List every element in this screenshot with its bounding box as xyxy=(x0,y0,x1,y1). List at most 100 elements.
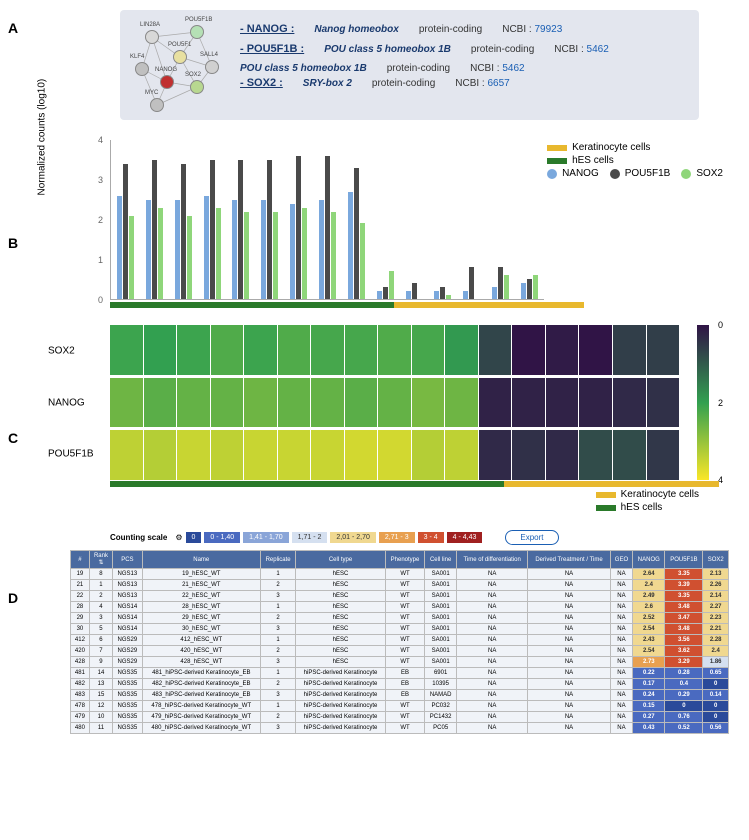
bar xyxy=(117,196,122,299)
table-row: 4289NGS29428_hESC_WT3hESCWTSA001NANANA2.… xyxy=(71,657,729,668)
node-sox2 xyxy=(190,80,204,94)
bar xyxy=(527,279,532,299)
bar xyxy=(204,196,209,299)
panel-d-table: Counting scale⚙00 - 1,401,41 - 1,701,71 … xyxy=(70,530,729,734)
table-row: 305NGS1430_hESC_WT3hESCWTSA001NANANA2.54… xyxy=(71,624,729,635)
node-lin28a xyxy=(145,30,159,44)
panel-a-label: A xyxy=(8,20,18,36)
panel-d-label: D xyxy=(8,590,18,606)
bar xyxy=(296,156,301,299)
bar xyxy=(129,216,134,299)
bar xyxy=(348,192,353,299)
table-row: 48114NGS35481_hiPSC-derived Keratinocyte… xyxy=(71,668,729,679)
col-header[interactable]: PCS xyxy=(113,551,143,569)
panel-b-label: B xyxy=(8,235,18,251)
col-header[interactable]: Name xyxy=(142,551,260,569)
table-row: 48213NGS35482_hiPSC-derived Keratinocyte… xyxy=(71,679,729,690)
bar xyxy=(412,283,417,299)
col-header[interactable]: Time of differentiation xyxy=(457,551,528,569)
bar xyxy=(521,283,526,299)
bar xyxy=(232,200,237,299)
col-header[interactable]: NANOG xyxy=(633,551,665,569)
bar xyxy=(216,208,221,299)
bar xyxy=(406,291,411,299)
heatmap-rows xyxy=(110,325,679,480)
scale-row: Counting scale⚙00 - 1,401,41 - 1,701,71 … xyxy=(110,530,729,545)
bar xyxy=(302,208,307,299)
table-row: 222NGS1322_hESC_WT3hESCWTSA001NANANA2.49… xyxy=(71,591,729,602)
legend-c: Keratinocyte cellshES cells xyxy=(596,487,699,515)
bar xyxy=(533,275,538,299)
bar xyxy=(446,295,451,299)
col-header[interactable]: Phenotype xyxy=(385,551,425,569)
bar xyxy=(290,204,295,299)
col-header[interactable]: SOX2 xyxy=(703,551,729,569)
ylabel-b: Normalized counts (log10) xyxy=(37,79,48,196)
table-row: 48011NGS35480_hiPSC-derived Keratinocyte… xyxy=(71,723,729,734)
node-sall4 xyxy=(205,60,219,74)
bar xyxy=(267,160,272,299)
bar xyxy=(181,164,186,299)
export-button[interactable]: Export xyxy=(505,530,558,545)
col-header[interactable]: Rank⇅ xyxy=(89,551,112,569)
node-pou5f1 xyxy=(173,50,187,64)
bar xyxy=(146,200,151,299)
table-row: 211NGS1321_hESC_WT2hESCWTSA001NANANA2.43… xyxy=(71,580,729,591)
bar xyxy=(360,223,365,299)
panel-c-label: C xyxy=(8,430,18,446)
col-header[interactable]: # xyxy=(71,551,90,569)
legend-b: Keratinocyte cellshES cellsNANOGPOU5F1BS… xyxy=(547,140,729,181)
table-row: 47812NGS35478_hiPSC-derived Keratinocyte… xyxy=(71,701,729,712)
panel-b-barchart: Normalized counts (log10) 01234 Keratino… xyxy=(90,130,729,320)
bar xyxy=(175,200,180,299)
bar xyxy=(440,287,445,299)
table-row: 293NGS1429_hESC_WT2hESCWTSA001NANANA2.52… xyxy=(71,613,729,624)
bar xyxy=(434,291,439,299)
node-klf4 xyxy=(135,62,149,76)
table-row: 4126NGS29412_hESC_WT1hESCWTSA001NANANA2.… xyxy=(71,635,729,646)
node-pou5f1b xyxy=(190,25,204,39)
table-row: 48315NGS35483_hiPSC-derived Keratinocyte… xyxy=(71,690,729,701)
table-row: 47910NGS35479_hiPSC-derived Keratinocyte… xyxy=(71,712,729,723)
table-row: 198NGS1319_hESC_WT1hESCWTSA001NANANA2.64… xyxy=(71,569,729,580)
bar xyxy=(504,275,509,299)
bar xyxy=(187,216,192,299)
bar xyxy=(469,267,474,299)
bar xyxy=(492,287,497,299)
col-header[interactable]: Cell type xyxy=(296,551,385,569)
node-nanog xyxy=(160,75,174,89)
col-header[interactable]: Replicate xyxy=(260,551,295,569)
bar xyxy=(244,212,249,299)
panel-c-heatmap: SOX2NANOGPOU5F1B 024 Keratinocyte cellsh… xyxy=(90,325,729,515)
node-myc xyxy=(150,98,164,112)
col-header[interactable]: GEO xyxy=(610,551,633,569)
gear-icon[interactable]: ⚙ xyxy=(175,533,182,542)
bar xyxy=(319,200,324,299)
bar xyxy=(498,267,503,299)
bar xyxy=(158,208,163,299)
bar xyxy=(463,291,468,299)
col-header[interactable]: Derived Treatment / Time xyxy=(528,551,610,569)
panel-a: LIN28APOU5F1BKLF4POU5F1NANOGSOX2SALL4MYC… xyxy=(120,10,699,120)
bar xyxy=(210,160,215,299)
bar xyxy=(152,160,157,299)
bar xyxy=(273,212,278,299)
colorbar: 024 xyxy=(697,325,709,480)
bar xyxy=(238,160,243,299)
bars-area xyxy=(110,140,544,300)
bar xyxy=(261,200,266,299)
bar xyxy=(389,271,394,299)
col-header[interactable]: POU5F1B xyxy=(665,551,703,569)
bar xyxy=(325,156,330,299)
data-table: #Rank⇅PCSNameReplicateCell typePhenotype… xyxy=(70,550,729,734)
bar xyxy=(123,164,128,299)
bar xyxy=(354,168,359,299)
table-row: 284NGS1428_hESC_WT1hESCWTSA001NANANA2.63… xyxy=(71,602,729,613)
bar xyxy=(383,287,388,299)
network-diagram: LIN28APOU5F1BKLF4POU5F1NANOGSOX2SALL4MYC xyxy=(135,20,225,110)
bar xyxy=(377,291,382,299)
bar xyxy=(331,212,336,299)
gene-info-list: - NANOG :Nanog homeoboxprotein-codingNCB… xyxy=(240,20,684,110)
col-header[interactable]: Cell line xyxy=(425,551,457,569)
table-row: 4207NGS29420_hESC_WT2hESCWTSA001NANANA2.… xyxy=(71,646,729,657)
